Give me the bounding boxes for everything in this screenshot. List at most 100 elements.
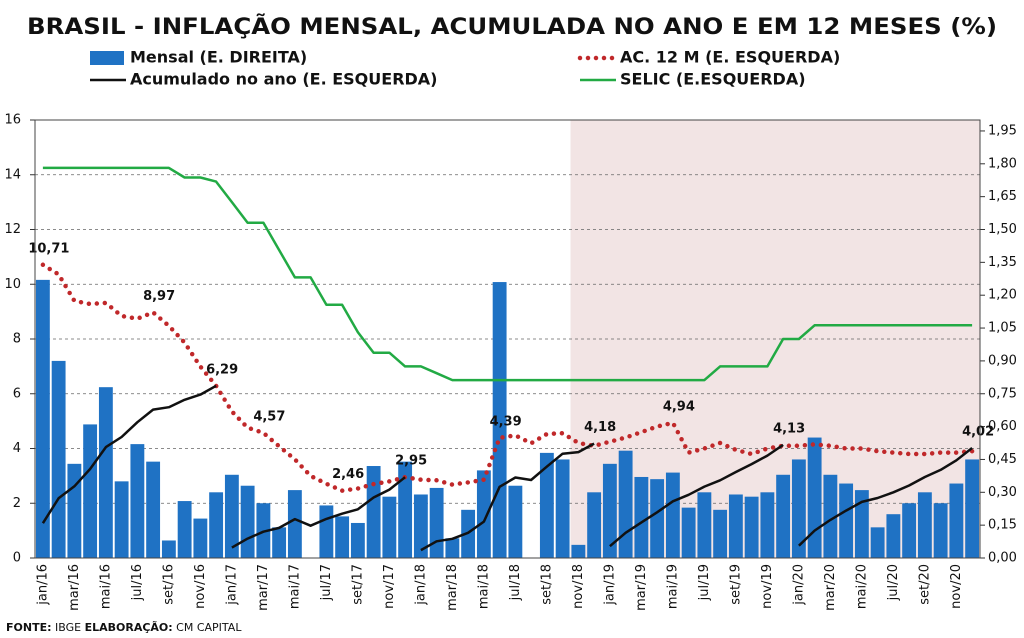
bar xyxy=(114,481,129,558)
credit-label: ELABORAÇÃO: xyxy=(85,621,173,634)
bar xyxy=(350,522,365,558)
bar xyxy=(713,509,728,558)
bar xyxy=(665,472,680,558)
bar xyxy=(902,503,917,558)
x-tick-label: jan/17 xyxy=(224,564,239,606)
bar xyxy=(965,459,980,558)
y2-tick-label: 0,30 xyxy=(988,485,1017,500)
bar xyxy=(697,492,712,558)
x-tick-label: mai/19 xyxy=(665,564,680,609)
x-tick-label: mar/16 xyxy=(67,564,82,611)
bar xyxy=(130,444,145,558)
bar xyxy=(508,485,523,558)
x-tick-label: mar/17 xyxy=(256,564,271,611)
y2-tick-label: 1,35 xyxy=(988,255,1017,270)
bar xyxy=(161,540,176,558)
bar xyxy=(51,360,66,558)
data-label: 4,57 xyxy=(253,409,285,424)
bar xyxy=(681,507,696,558)
bar xyxy=(823,474,838,558)
source: FONTE: IBGE ELABORAÇÃO: CM CAPITAL xyxy=(6,621,242,634)
bar xyxy=(224,474,239,558)
x-tick-label: jul/20 xyxy=(886,564,901,601)
x-tick-label: jul/19 xyxy=(697,564,712,601)
bar xyxy=(335,516,350,558)
data-label: 8,97 xyxy=(143,289,175,304)
x-tick-label: set/20 xyxy=(917,564,932,605)
bar xyxy=(445,538,460,558)
bar xyxy=(240,485,255,558)
x-tick-label: mar/19 xyxy=(634,564,649,611)
bar xyxy=(760,492,775,558)
x-tick-label: mar/20 xyxy=(823,564,838,611)
bar xyxy=(209,492,224,558)
x-tick-label: mai/20 xyxy=(854,564,869,609)
x-tick-label: nov/20 xyxy=(949,564,964,609)
y2-tick-label: 0,00 xyxy=(988,551,1017,566)
x-tick-label: nov/16 xyxy=(193,564,208,609)
x-tick-label: mai/17 xyxy=(287,564,302,609)
x-tick-label: nov/19 xyxy=(760,564,775,609)
y2-tick-label: 1,95 xyxy=(988,123,1017,138)
y2-tick-label: 0,60 xyxy=(988,419,1017,434)
x-tick-label: jul/18 xyxy=(508,564,523,601)
y2-tick-label: 1,65 xyxy=(988,189,1017,204)
bar xyxy=(272,527,287,558)
y-tick-label: 12 xyxy=(4,222,21,237)
credit-text: CM CAPITAL xyxy=(176,621,242,634)
data-label: 6,29 xyxy=(206,362,238,377)
y2-tick-label: 1,50 xyxy=(988,222,1017,237)
x-tick-label: jul/16 xyxy=(130,564,145,601)
legend-label: Acumulado no ano (E. ESQUERDA) xyxy=(130,70,437,89)
bar xyxy=(587,492,602,558)
y-tick-label: 16 xyxy=(4,113,21,128)
bar xyxy=(382,496,397,558)
bar xyxy=(35,279,50,558)
bar xyxy=(492,282,507,558)
chart-title: BRASIL - INFLAÇÃO MENSAL, ACUMULADA NO A… xyxy=(27,14,997,40)
bar xyxy=(933,503,948,558)
x-tick-label: jan/20 xyxy=(791,564,806,606)
x-tick-label: jan/19 xyxy=(602,564,617,606)
bar xyxy=(854,490,869,558)
bar xyxy=(319,505,334,558)
bar xyxy=(807,437,822,558)
x-tick-label: set/19 xyxy=(728,564,743,605)
source-text: IBGE xyxy=(55,621,81,634)
bar xyxy=(917,492,932,558)
x-tick-label: jul/17 xyxy=(319,564,334,601)
x-tick-label: set/18 xyxy=(539,564,554,605)
bar xyxy=(634,476,649,558)
y-tick-label: 4 xyxy=(13,441,21,456)
data-label: 4,94 xyxy=(663,399,695,414)
bar xyxy=(83,424,98,558)
line xyxy=(41,384,217,524)
line xyxy=(42,166,973,382)
bar xyxy=(618,450,633,558)
data-label: 2,95 xyxy=(395,454,427,469)
line xyxy=(420,442,595,552)
data-label: 10,71 xyxy=(28,241,69,256)
y2-tick-label: 0,45 xyxy=(988,452,1017,467)
y2-tick-label: 0,90 xyxy=(988,353,1017,368)
y-tick-label: 14 xyxy=(4,167,21,182)
legend-label: SELIC (E.ESQUERDA) xyxy=(620,70,806,89)
bar xyxy=(839,483,854,558)
plot-frame xyxy=(34,119,981,559)
y-tick-label: 10 xyxy=(4,277,21,292)
bar xyxy=(398,461,413,558)
bar xyxy=(67,463,82,558)
bar xyxy=(413,494,428,558)
x-tick-label: mai/16 xyxy=(98,564,113,609)
bar xyxy=(177,501,192,558)
x-tick-label: mai/18 xyxy=(476,564,491,609)
y2-tick-label: 1,20 xyxy=(988,288,1017,303)
x-tick-label: nov/17 xyxy=(382,564,397,609)
line xyxy=(609,443,784,548)
bar xyxy=(366,466,381,558)
x-tick-label: set/16 xyxy=(161,564,176,605)
line xyxy=(231,476,406,549)
bar xyxy=(744,496,759,558)
data-label: 4,13 xyxy=(773,421,805,436)
